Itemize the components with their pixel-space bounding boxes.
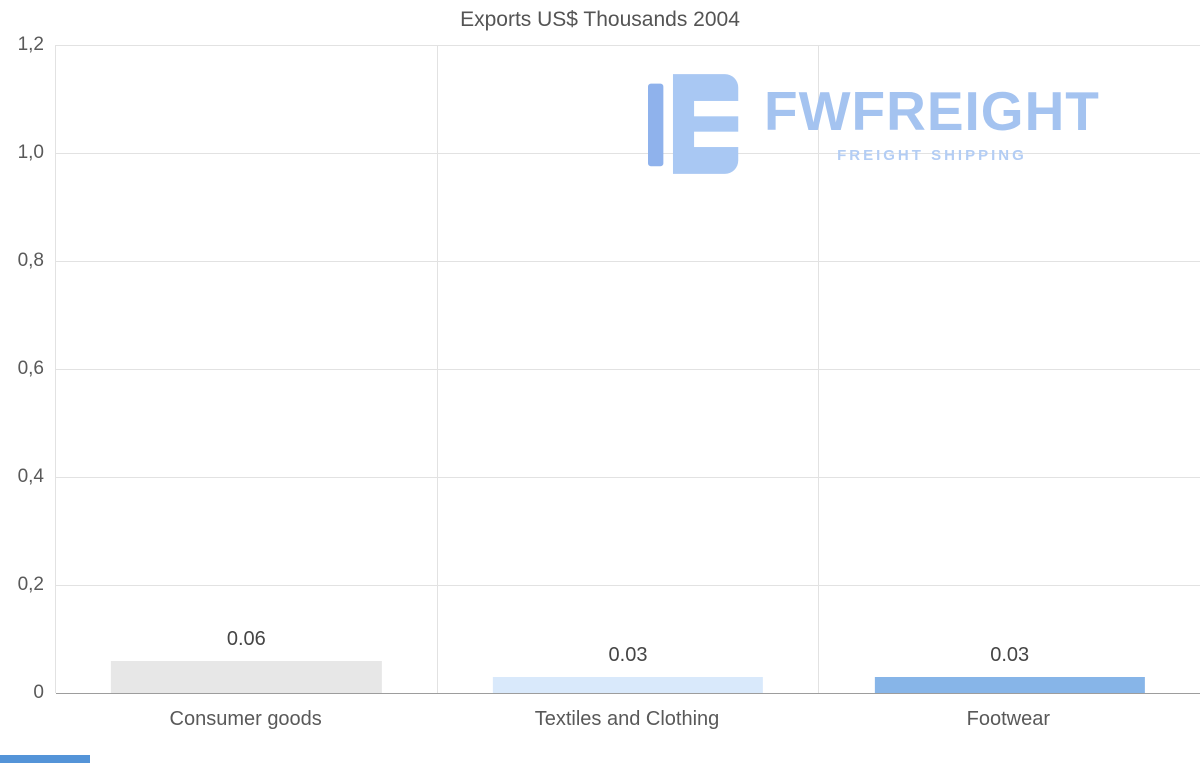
y-tick-label: 0,2 (17, 574, 44, 595)
y-tick-label: 0,4 (17, 466, 44, 487)
y-tick-label: 0 (33, 682, 44, 703)
gridline (56, 369, 1200, 370)
y-tick-label: 1,0 (17, 142, 44, 163)
x-tick-label: Footwear (966, 708, 1050, 730)
y-tick-label: 1,2 (17, 34, 44, 55)
bottom-accent-bar (0, 755, 90, 763)
gridline (56, 477, 1200, 478)
y-axis: 0 0,2 0,4 0,6 0,8 1,0 1,2 (0, 34, 48, 703)
chart-title: Exports US$ Thousands 2004 (460, 8, 740, 31)
gridline (56, 45, 1200, 46)
x-tick-label: Consumer goods (169, 708, 322, 730)
category-column: 0.06 (56, 45, 438, 693)
gridline (56, 585, 1200, 586)
bar-value-label: 0.03 (608, 643, 648, 666)
y-tick-label: 0,6 (17, 358, 44, 379)
bar (874, 676, 1145, 693)
category-column: 0.03 (819, 45, 1200, 693)
bar-value-label: 0.03 (990, 643, 1030, 666)
x-axis-line (56, 693, 1200, 694)
x-tick-label: Textiles and Clothing (534, 708, 720, 730)
y-tick-label: 0,8 (17, 250, 44, 271)
bar (111, 660, 382, 693)
bar (492, 676, 764, 693)
x-axis-labels: Consumer goods Textiles and Clothing Footw… (55, 700, 1199, 746)
gridline (56, 261, 1200, 262)
bar-value-label: 0.06 (226, 627, 266, 650)
plot-area: 0.06 0.03 0.03 (55, 45, 1200, 694)
gridline (56, 153, 1200, 154)
